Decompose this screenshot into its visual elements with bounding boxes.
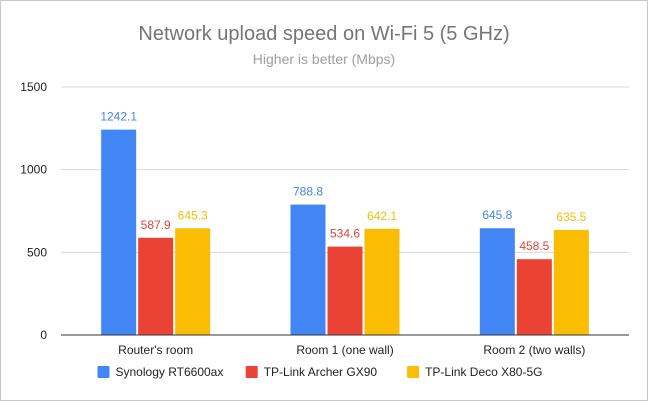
bar	[516, 259, 552, 335]
y-tick-label: 500	[27, 245, 47, 259]
x-tick-label: Room 1 (one wall)	[296, 343, 393, 357]
legend-label: TP-Link Archer GX90	[264, 365, 378, 379]
chart-title: Network upload speed on Wi-Fi 5 (5 GHz)	[138, 23, 509, 45]
bar	[553, 229, 589, 335]
data-label: 642.1	[367, 209, 397, 223]
legend: Synology RT6600ax TP-Link Archer GX90 TP-L…	[97, 365, 542, 379]
legend-swatch	[245, 366, 258, 378]
axes: 0 500 1000 1500 Router's room Room 1 (one wal…	[20, 80, 629, 357]
x-tick-label: Router's room	[118, 343, 193, 357]
bars	[101, 129, 589, 335]
data-label: 458.5	[519, 239, 549, 253]
data-label: 788.8	[293, 185, 323, 199]
chart-subtitle: Higher is better (Mbps)	[253, 51, 395, 67]
bar	[479, 228, 515, 335]
data-label: 587.9	[141, 218, 171, 232]
data-labels: 1242.1 587.9 645.3 788.8 534.6 642.1 645.8 458.…	[100, 110, 586, 254]
data-label: 1242.1	[100, 110, 137, 124]
bar	[290, 204, 326, 335]
y-tick-label: 1000	[20, 163, 47, 177]
data-label: 645.3	[178, 208, 208, 222]
data-label: 645.8	[482, 208, 512, 222]
bar	[175, 228, 211, 335]
y-tick-label: 0	[40, 328, 47, 342]
data-label: 635.5	[556, 210, 586, 224]
data-label: 534.6	[330, 227, 360, 241]
bar	[138, 237, 174, 335]
bar	[101, 129, 137, 335]
bar	[327, 246, 363, 335]
x-tick-label: Room 2 (two walls)	[483, 343, 585, 357]
y-tick-label: 1500	[20, 80, 47, 94]
bar	[364, 228, 400, 335]
legend-label: TP-Link Deco X80-5G	[425, 365, 542, 379]
legend-label: Synology RT6600ax	[116, 365, 224, 379]
legend-swatch	[407, 366, 420, 378]
legend-swatch	[97, 366, 110, 378]
